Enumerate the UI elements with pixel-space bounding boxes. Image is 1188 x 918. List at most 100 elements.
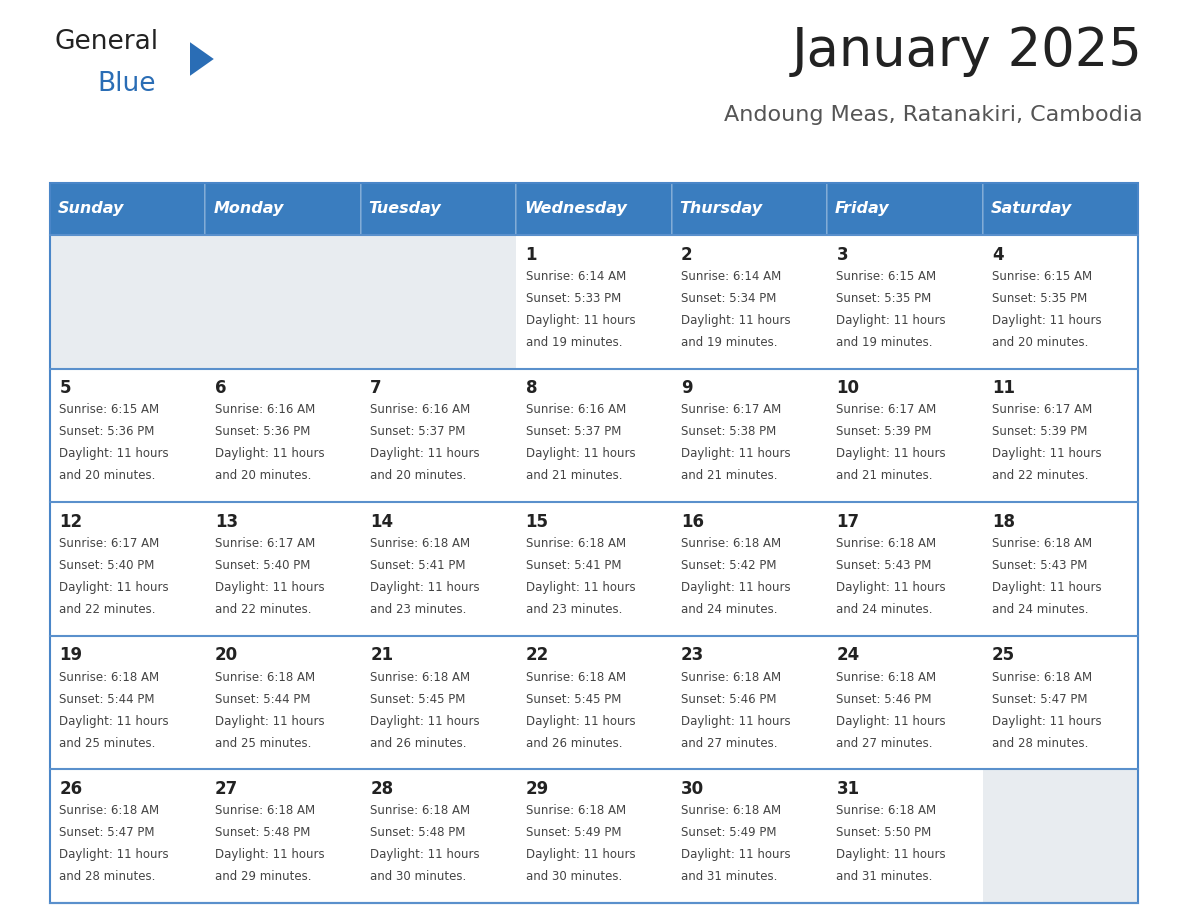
Text: Daylight: 11 hours: Daylight: 11 hours — [992, 314, 1101, 327]
Text: Sunset: 5:36 PM: Sunset: 5:36 PM — [215, 425, 310, 439]
Text: Sunset: 5:45 PM: Sunset: 5:45 PM — [525, 692, 621, 706]
Text: Daylight: 11 hours: Daylight: 11 hours — [215, 447, 324, 461]
Text: 14: 14 — [371, 513, 393, 531]
Text: Sunrise: 6:16 AM: Sunrise: 6:16 AM — [371, 403, 470, 417]
Text: Sunrise: 6:17 AM: Sunrise: 6:17 AM — [992, 403, 1092, 417]
Text: Daylight: 11 hours: Daylight: 11 hours — [681, 848, 791, 861]
Text: 15: 15 — [525, 513, 549, 531]
Text: Sunrise: 6:18 AM: Sunrise: 6:18 AM — [836, 670, 936, 684]
Text: January 2025: January 2025 — [792, 25, 1143, 77]
Text: and 20 minutes.: and 20 minutes. — [215, 469, 311, 483]
Text: Daylight: 11 hours: Daylight: 11 hours — [836, 848, 946, 861]
Text: Sunrise: 6:17 AM: Sunrise: 6:17 AM — [836, 403, 936, 417]
Bar — [517, 183, 671, 235]
Bar — [982, 235, 1138, 369]
Bar — [50, 235, 206, 369]
Text: Sunset: 5:39 PM: Sunset: 5:39 PM — [836, 425, 931, 439]
Text: and 27 minutes.: and 27 minutes. — [681, 736, 777, 750]
Text: and 22 minutes.: and 22 minutes. — [59, 603, 156, 616]
Text: 18: 18 — [992, 513, 1015, 531]
Text: Sunrise: 6:16 AM: Sunrise: 6:16 AM — [525, 403, 626, 417]
Text: Sunset: 5:43 PM: Sunset: 5:43 PM — [992, 559, 1087, 572]
Text: Sunset: 5:40 PM: Sunset: 5:40 PM — [59, 559, 154, 572]
Text: 7: 7 — [371, 379, 381, 397]
Text: Daylight: 11 hours: Daylight: 11 hours — [371, 447, 480, 461]
Text: 6: 6 — [215, 379, 226, 397]
Bar — [206, 769, 361, 903]
Polygon shape — [190, 42, 214, 76]
Bar — [206, 183, 361, 235]
Text: Sunset: 5:37 PM: Sunset: 5:37 PM — [371, 425, 466, 439]
Text: 21: 21 — [371, 646, 393, 665]
Text: Sunrise: 6:15 AM: Sunrise: 6:15 AM — [992, 270, 1092, 283]
Text: Daylight: 11 hours: Daylight: 11 hours — [525, 447, 636, 461]
Text: Sunset: 5:48 PM: Sunset: 5:48 PM — [215, 826, 310, 839]
Bar — [517, 369, 671, 502]
Text: Daylight: 11 hours: Daylight: 11 hours — [371, 581, 480, 594]
Text: Daylight: 11 hours: Daylight: 11 hours — [215, 714, 324, 728]
Text: and 25 minutes.: and 25 minutes. — [215, 736, 311, 750]
Text: Sunrise: 6:18 AM: Sunrise: 6:18 AM — [525, 537, 626, 550]
Bar — [982, 769, 1138, 903]
Bar — [361, 235, 517, 369]
Text: 28: 28 — [371, 780, 393, 798]
Text: 10: 10 — [836, 379, 859, 397]
Text: 27: 27 — [215, 780, 238, 798]
Text: Sunrise: 6:17 AM: Sunrise: 6:17 AM — [215, 537, 315, 550]
Bar — [982, 636, 1138, 769]
Text: Sunset: 5:45 PM: Sunset: 5:45 PM — [371, 692, 466, 706]
Bar — [50, 183, 1138, 903]
Bar — [982, 183, 1138, 235]
Text: and 20 minutes.: and 20 minutes. — [992, 336, 1088, 349]
Text: and 31 minutes.: and 31 minutes. — [836, 870, 933, 883]
Bar — [361, 769, 517, 903]
Text: Sunrise: 6:18 AM: Sunrise: 6:18 AM — [992, 670, 1092, 684]
Text: Sunrise: 6:18 AM: Sunrise: 6:18 AM — [525, 804, 626, 817]
Text: Monday: Monday — [213, 201, 284, 217]
Text: and 29 minutes.: and 29 minutes. — [215, 870, 311, 883]
Text: 22: 22 — [525, 646, 549, 665]
Text: 31: 31 — [836, 780, 860, 798]
Text: Sunrise: 6:18 AM: Sunrise: 6:18 AM — [371, 537, 470, 550]
Bar — [517, 235, 671, 369]
Text: Sunset: 5:47 PM: Sunset: 5:47 PM — [992, 692, 1087, 706]
Text: Daylight: 11 hours: Daylight: 11 hours — [992, 714, 1101, 728]
Text: Sunset: 5:34 PM: Sunset: 5:34 PM — [681, 292, 777, 305]
Text: Sunset: 5:36 PM: Sunset: 5:36 PM — [59, 425, 154, 439]
Text: Daylight: 11 hours: Daylight: 11 hours — [59, 447, 169, 461]
Text: Daylight: 11 hours: Daylight: 11 hours — [681, 714, 791, 728]
Bar — [517, 502, 671, 636]
Text: Daylight: 11 hours: Daylight: 11 hours — [371, 848, 480, 861]
Text: Sunset: 5:35 PM: Sunset: 5:35 PM — [836, 292, 931, 305]
Text: General: General — [55, 29, 159, 55]
Bar — [50, 183, 206, 235]
Text: Daylight: 11 hours: Daylight: 11 hours — [371, 714, 480, 728]
Text: Sunrise: 6:14 AM: Sunrise: 6:14 AM — [525, 270, 626, 283]
Text: 16: 16 — [681, 513, 704, 531]
Text: 29: 29 — [525, 780, 549, 798]
Text: and 28 minutes.: and 28 minutes. — [59, 870, 156, 883]
Text: Sunset: 5:41 PM: Sunset: 5:41 PM — [371, 559, 466, 572]
Text: Wednesday: Wednesday — [524, 201, 627, 217]
Text: Sunrise: 6:15 AM: Sunrise: 6:15 AM — [836, 270, 936, 283]
Text: 17: 17 — [836, 513, 860, 531]
Text: Daylight: 11 hours: Daylight: 11 hours — [836, 314, 946, 327]
Bar — [361, 502, 517, 636]
Text: Sunrise: 6:15 AM: Sunrise: 6:15 AM — [59, 403, 159, 417]
Text: Sunset: 5:43 PM: Sunset: 5:43 PM — [836, 559, 931, 572]
Text: 11: 11 — [992, 379, 1015, 397]
Text: 13: 13 — [215, 513, 238, 531]
Text: Daylight: 11 hours: Daylight: 11 hours — [681, 447, 791, 461]
Text: 12: 12 — [59, 513, 82, 531]
Bar — [671, 235, 827, 369]
Text: and 30 minutes.: and 30 minutes. — [525, 870, 621, 883]
Text: Sunset: 5:38 PM: Sunset: 5:38 PM — [681, 425, 776, 439]
Text: Sunset: 5:47 PM: Sunset: 5:47 PM — [59, 826, 154, 839]
Text: 23: 23 — [681, 646, 704, 665]
Text: 5: 5 — [59, 379, 71, 397]
Text: Daylight: 11 hours: Daylight: 11 hours — [525, 314, 636, 327]
Text: and 21 minutes.: and 21 minutes. — [836, 469, 933, 483]
Text: and 20 minutes.: and 20 minutes. — [371, 469, 467, 483]
Text: Sunrise: 6:18 AM: Sunrise: 6:18 AM — [215, 804, 315, 817]
Text: Sunrise: 6:18 AM: Sunrise: 6:18 AM — [215, 670, 315, 684]
